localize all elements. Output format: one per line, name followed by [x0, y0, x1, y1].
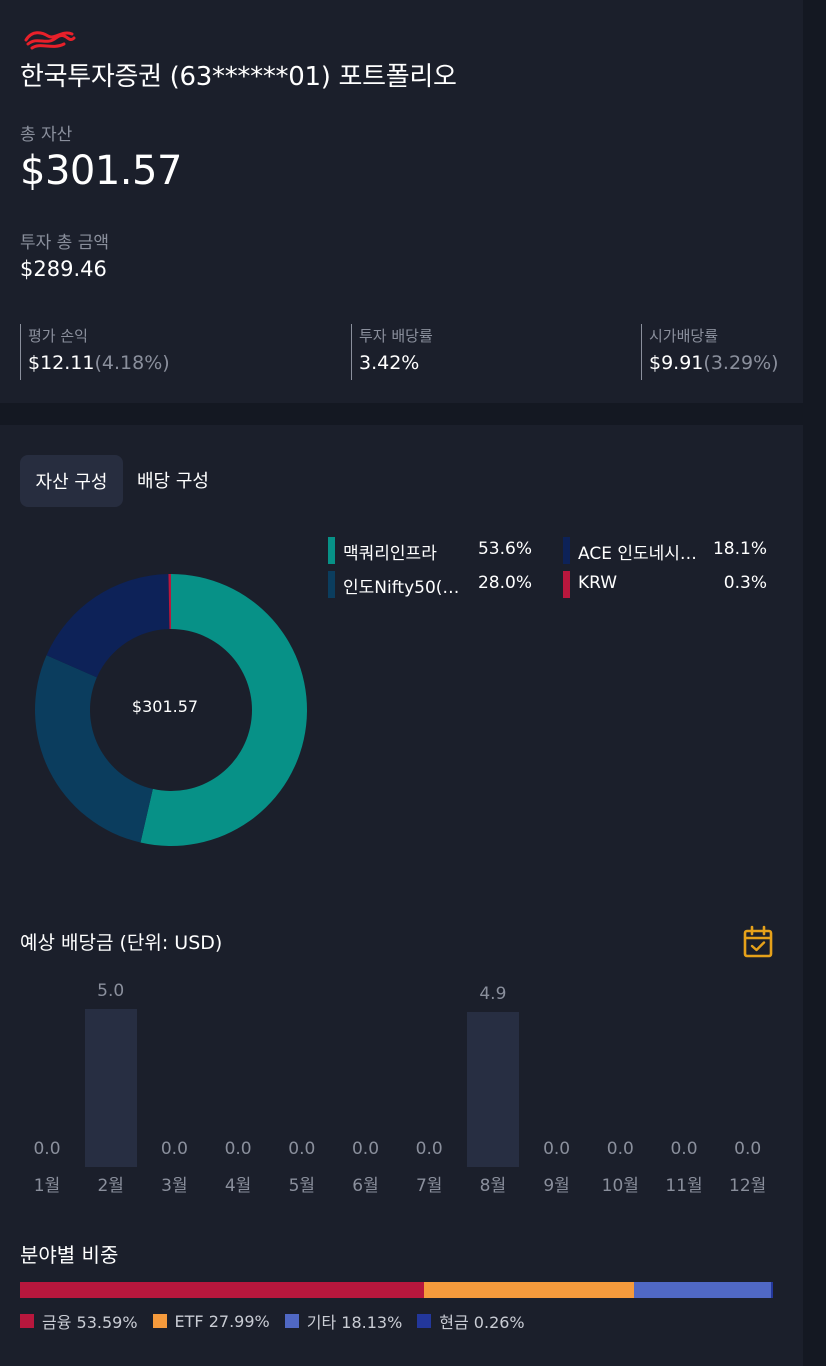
month-tick-label: 2월 — [97, 1176, 124, 1196]
sector-swatch — [284, 1314, 299, 1328]
legend-item[interactable]: KRW 0.3% — [563, 571, 769, 601]
sector-legend-label: 현금 0.26% — [439, 1313, 525, 1332]
bar-value-label: 0.0 — [543, 1139, 571, 1159]
legend-item[interactable]: ACE 인도네시… 18.1% — [563, 537, 769, 567]
dividend-bar[interactable] — [84, 1009, 137, 1167]
stat-label: 시가배당률 — [649, 327, 719, 345]
stat-value: 3.42% — [359, 352, 420, 374]
legend-swatch — [328, 537, 335, 564]
portfolio-summary-card: 한국투자증권 (63******01) 포트폴리오 총 자산 $301.57 투… — [0, 0, 803, 403]
legend-name: KRW — [578, 573, 618, 593]
sector-legend-label: 금융 53.59% — [42, 1313, 138, 1332]
bar-value-label: 0.0 — [606, 1139, 634, 1159]
bar-value-label: 0.0 — [415, 1139, 443, 1159]
bar-value-label: 0.0 — [224, 1139, 252, 1159]
sector-legend-item: 기타 18.13% — [284, 1309, 403, 1333]
sector-legend-label: 기타 18.13% — [306, 1313, 403, 1332]
sector-segment — [771, 1282, 773, 1298]
month-tick-label: 8월 — [479, 1176, 507, 1196]
bar-value-label: 0.0 — [288, 1139, 316, 1159]
tab-dividend-composition[interactable]: 배당 구성 — [137, 471, 209, 492]
stat-market-yield: 시가배당률 $9.91(3.29%) — [641, 324, 779, 380]
legend-swatch — [328, 571, 335, 598]
legend-pct: 53.6% — [477, 539, 532, 559]
tab-asset-composition[interactable]: 자산 구성 — [20, 455, 123, 507]
invest-total-label: 투자 총 금액 — [20, 233, 110, 253]
bar-value-label: 0.0 — [734, 1139, 762, 1159]
legend-swatch — [563, 537, 570, 564]
stat-value: $9.91(3.29%) — [649, 352, 779, 374]
sector-legend-item: ETF 27.99% — [152, 1311, 270, 1331]
sector-segment — [423, 1282, 635, 1298]
sector-title: 분야별 비중 — [20, 1243, 119, 1267]
legend-pct: 28.0% — [477, 573, 532, 593]
redacted-scribble — [24, 31, 76, 50]
month-tick-label: 3월 — [161, 1176, 188, 1196]
sector-swatch — [417, 1314, 432, 1328]
legend-item[interactable]: 맥쿼리인프라 53.6% — [328, 537, 534, 567]
month-tick-label: 12월 — [729, 1176, 767, 1196]
bar-value-label: 0.0 — [351, 1139, 380, 1159]
legend-pct: 0.3% — [723, 573, 767, 593]
dividend-chart-title: 예상 배당금 (단위: USD) — [20, 932, 223, 954]
portfolio-chart-card: 자산 구성 배당 구성 맥쿼리인프라 53.6% ACE 인도네시… 18.1%… — [0, 425, 803, 1366]
month-tick-label: 7월 — [415, 1176, 443, 1196]
sector-legend-item: 현금 0.26% — [417, 1309, 525, 1333]
bar-value-label: 0.0 — [33, 1139, 61, 1159]
sector-legend: 금융 53.59% ETF 27.99% 기타 18.13% 현금 0.26% — [20, 1309, 540, 1333]
bar-value-label: 5.0 — [97, 981, 125, 1001]
month-tick-label: 1월 — [33, 1176, 61, 1196]
donut-center-total: $301.57 — [131, 697, 199, 716]
bar-value-label: 0.0 — [670, 1139, 698, 1159]
donut-slice[interactable] — [35, 655, 153, 843]
stat-label: 평가 손익 — [28, 327, 88, 345]
sector-stacked-bar — [20, 1282, 773, 1298]
total-assets-label: 총 자산 — [20, 125, 73, 145]
invest-total-value: $289.46 — [20, 257, 107, 281]
stat-label: 투자 배당률 — [359, 327, 433, 345]
bar-value-label: 4.9 — [479, 984, 507, 1005]
stat-value: $12.11(4.18%) — [28, 352, 170, 374]
month-tick-label: 4월 — [224, 1176, 252, 1196]
account-title: 한국투자증권 (63******01) 포트폴리오 — [20, 62, 457, 92]
dividend-bar[interactable] — [466, 1012, 519, 1167]
legend-pct: 18.1% — [712, 539, 767, 559]
sector-segment — [20, 1282, 424, 1298]
stat-investment-yield: 투자 배당률 3.42% — [351, 324, 433, 380]
donut-slice[interactable] — [168, 574, 171, 630]
month-tick-label: 11월 — [665, 1176, 703, 1196]
asset-donut-chart — [35, 574, 308, 846]
calendar-check-icon[interactable] — [742, 925, 774, 959]
total-assets-value: $301.57 — [20, 148, 182, 194]
sector-segment — [634, 1282, 771, 1298]
month-tick-label: 5월 — [288, 1176, 316, 1196]
month-tick-label: 10월 — [601, 1176, 639, 1196]
sector-legend-label: ETF 27.99% — [174, 1311, 270, 1331]
legend-name: 맥쿼리인프라 — [343, 544, 437, 564]
legend-swatch — [563, 571, 570, 598]
month-tick-label: 6월 — [352, 1176, 379, 1196]
month-tick-label: 9월 — [543, 1176, 570, 1196]
sector-swatch — [20, 1314, 34, 1328]
legend-name: 인도Nifty50(… — [343, 578, 460, 598]
sector-swatch — [152, 1314, 167, 1328]
stat-unrealized-pl: 평가 손익 $12.11(4.18%) — [20, 324, 170, 380]
bar-value-label: 0.0 — [160, 1139, 188, 1159]
sector-legend-item: 금융 53.59% — [20, 1309, 138, 1333]
legend-item[interactable]: 인도Nifty50(… 28.0% — [328, 571, 534, 601]
legend-name: ACE 인도네시… — [578, 544, 697, 564]
donut-slice[interactable] — [140, 574, 308, 846]
donut-slice[interactable] — [46, 574, 170, 678]
